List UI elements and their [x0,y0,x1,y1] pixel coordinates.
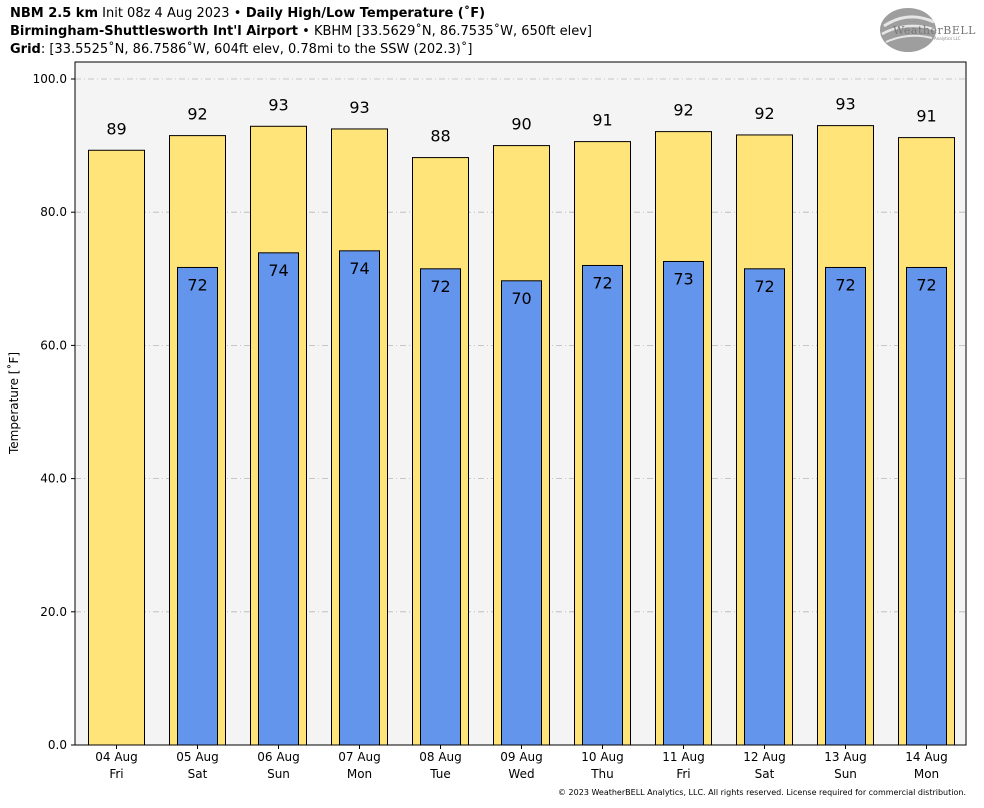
header-line-1: NBM 2.5 km Init 08z 4 Aug 2023 • Daily H… [10,5,592,23]
high-temp-label: 89 [106,119,126,138]
logo-text: WeatherBELL [893,24,976,37]
x-tick-day-label: Wed [508,767,534,781]
x-tick-date-label: 06 Aug [257,750,300,764]
low-temp-bar [258,252,299,746]
low-temp-label: 72 [430,277,450,296]
grid-label: Grid [10,42,41,57]
y-tick-label: 40.0 [40,472,67,486]
x-tick-day-label: Mon [347,767,372,781]
low-temp-bar [177,266,218,746]
grid-info: : [33.5525˚N, 86.7586˚W, 604ft elev, 0.7… [40,42,473,57]
logo-subtext: Analytics LLC [934,36,961,41]
y-tick-label: 80.0 [40,205,67,219]
low-temp-label: 72 [835,275,855,294]
header-line-3: Grid: [33.5525˚N, 86.7586˚W, 604ft elev,… [10,41,592,59]
x-tick-date-label: 10 Aug [581,750,624,764]
x-tick-date-label: 11 Aug [662,750,705,764]
x-tick-date-label: 13 Aug [824,750,867,764]
x-tick-day-label: Sun [834,767,857,781]
x-tick-date-label: 12 Aug [743,750,786,764]
low-temp-bar [501,280,542,746]
weatherbell-logo-icon [880,8,937,52]
separator: • [233,6,242,21]
low-temp-label: 72 [592,273,612,292]
x-tick-date-label: 04 Aug [95,750,138,764]
station-name: Birmingham-Shuttlesworth Int'l Airport [10,24,299,39]
high-temp-label: 93 [835,95,855,114]
x-tick-date-label: 08 Aug [419,750,462,764]
init-time: Init 08z 4 Aug 2023 [98,6,234,21]
y-tick-label: 100.0 [33,72,67,86]
y-axis-label: Temperature [˚F] [6,352,21,455]
low-temp-bar [825,266,866,746]
x-tick-date-label: 09 Aug [500,750,543,764]
x-tick-date-label: 14 Aug [905,750,948,764]
low-temp-label: 72 [187,275,207,294]
low-temp-label: 70 [511,289,531,308]
low-temp-label: 73 [673,269,693,288]
x-tick-day-label: Fri [109,767,123,781]
high-temp-label: 92 [187,105,207,124]
copyright-footer: © 2023 WeatherBELL Analytics, LLC. All r… [558,788,966,797]
low-temp-bar [663,260,704,746]
plot-frame [74,61,967,746]
station-info: • KBHM [33.5629˚N, 86.7535˚W, 650ft elev… [298,24,592,39]
high-temp-label: 88 [430,127,450,146]
x-tick-date-label: 05 Aug [176,750,219,764]
high-temp-label: 93 [349,98,369,117]
x-tick-day-label: Sun [267,767,290,781]
high-temp-bar [88,149,145,746]
high-temp-label: 90 [511,115,531,134]
low-temp-bar [744,268,785,746]
low-temp-label: 74 [349,259,369,278]
y-tick-label: 60.0 [40,338,67,352]
x-tick-date-label: 07 Aug [338,750,381,764]
low-temp-bar [582,264,623,746]
high-temp-label: 92 [754,104,774,123]
low-temp-bar [339,250,380,746]
high-temp-label: 93 [268,95,288,114]
header-line-2: Birmingham-Shuttlesworth Int'l Airport •… [10,23,592,41]
y-tick-label: 20.0 [40,605,67,619]
low-temp-bar [906,266,947,746]
chart-header: NBM 2.5 km Init 08z 4 Aug 2023 • Daily H… [10,5,592,59]
high-temp-label: 91 [592,111,612,130]
y-tick-label: 0.0 [48,738,67,752]
low-temp-label: 74 [268,261,288,280]
x-tick-day-label: Sat [188,767,208,781]
low-temp-bar [420,268,461,746]
x-tick-day-label: Mon [914,767,939,781]
chart-title: Daily High/Low Temperature (˚F) [241,6,486,21]
x-tick-day-label: Sat [755,767,775,781]
high-temp-label: 91 [916,107,936,126]
model-name: NBM 2.5 km [10,6,98,21]
x-tick-day-label: Tue [429,767,451,781]
x-tick-day-label: Thu [590,767,614,781]
low-temp-label: 72 [916,275,936,294]
x-tick-day-label: Fri [676,767,690,781]
low-temp-label: 72 [754,277,774,296]
high-temp-label: 92 [673,101,693,120]
